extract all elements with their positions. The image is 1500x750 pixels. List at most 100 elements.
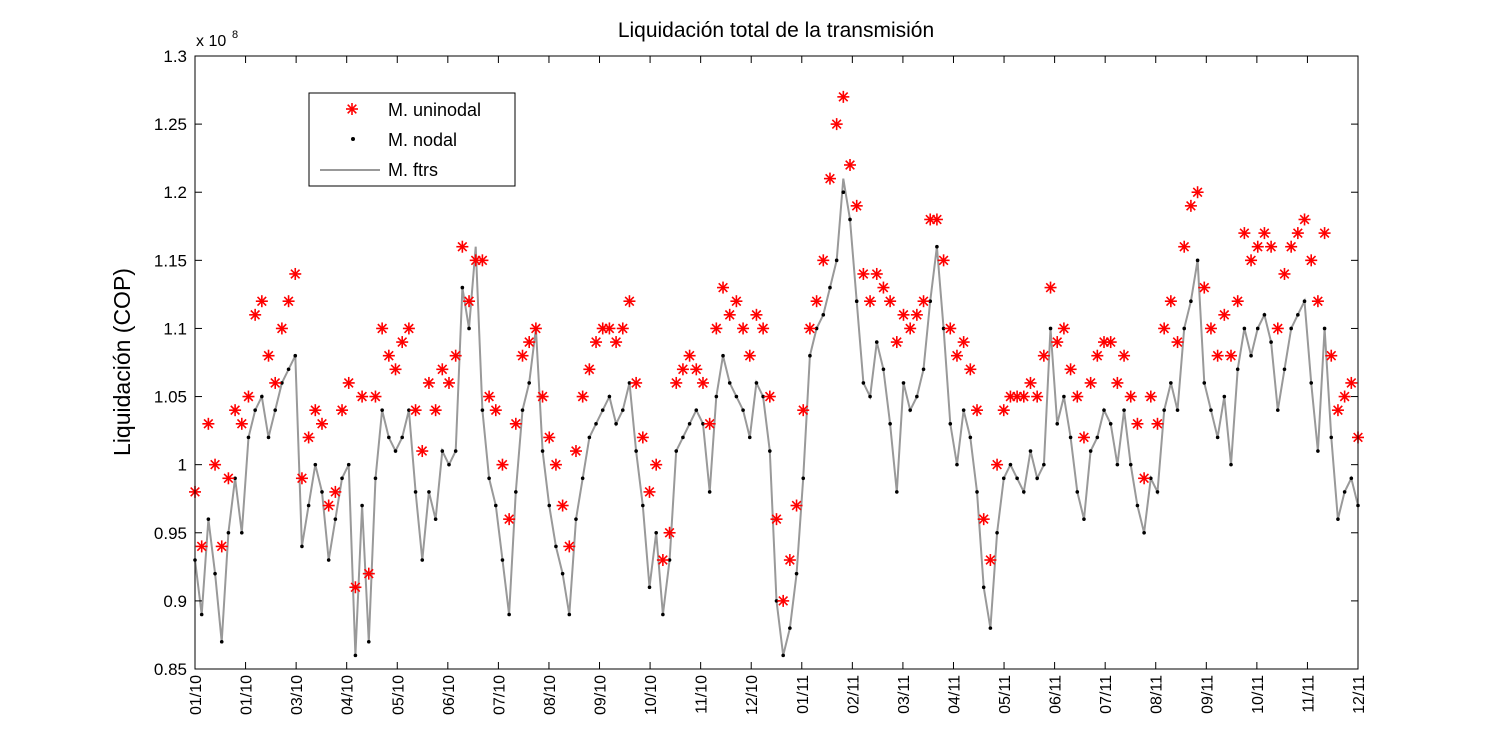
x-tick-label: 04/11 bbox=[946, 675, 963, 714]
point-nodal bbox=[1062, 394, 1066, 399]
point-uninodal bbox=[583, 363, 596, 376]
point-uninodal bbox=[690, 363, 703, 376]
point-nodal bbox=[721, 353, 725, 358]
point-nodal bbox=[1035, 476, 1039, 481]
point-nodal bbox=[881, 367, 886, 372]
point-uninodal bbox=[1204, 322, 1217, 335]
point-uninodal bbox=[336, 404, 349, 417]
point-nodal bbox=[1275, 408, 1280, 412]
x-tick-label: 10/11 bbox=[1250, 675, 1267, 714]
legend: M. uninodal M. nodal M. ftrs bbox=[308, 92, 516, 187]
point-uninodal bbox=[763, 390, 776, 403]
point-uninodal bbox=[1251, 240, 1264, 253]
point-uninodal bbox=[590, 336, 603, 349]
point-uninodal bbox=[676, 363, 689, 376]
point-uninodal bbox=[1071, 390, 1084, 403]
point-nodal bbox=[761, 394, 765, 399]
point-uninodal bbox=[209, 458, 222, 471]
point-nodal bbox=[1015, 476, 1019, 481]
point-nodal bbox=[527, 381, 531, 385]
point-uninodal bbox=[1024, 376, 1037, 389]
point-uninodal bbox=[730, 295, 743, 308]
point-uninodal bbox=[957, 336, 970, 349]
point-nodal bbox=[300, 544, 304, 549]
point-uninodal bbox=[409, 404, 422, 417]
y-tick-label: 1.3 bbox=[163, 47, 187, 66]
point-nodal bbox=[801, 476, 806, 481]
point-nodal bbox=[1255, 326, 1260, 331]
point-uninodal bbox=[737, 322, 750, 335]
point-nodal bbox=[219, 639, 224, 644]
point-nodal bbox=[400, 435, 405, 440]
point-uninodal bbox=[282, 295, 295, 308]
point-uninodal bbox=[483, 390, 496, 403]
point-uninodal bbox=[830, 118, 843, 131]
point-nodal bbox=[1042, 462, 1046, 467]
point-uninodal bbox=[1158, 322, 1171, 335]
point-nodal bbox=[747, 435, 752, 440]
point-nodal bbox=[213, 571, 217, 576]
point-nodal bbox=[1001, 476, 1006, 481]
point-nodal bbox=[407, 408, 411, 412]
point-nodal bbox=[360, 503, 364, 508]
plot-area bbox=[189, 90, 1364, 658]
point-nodal bbox=[854, 299, 859, 304]
point-uninodal bbox=[1305, 254, 1318, 267]
point-uninodal bbox=[362, 567, 375, 580]
point-uninodal bbox=[790, 499, 803, 512]
point-nodal bbox=[768, 449, 772, 453]
x-tick-label: 08/10 bbox=[542, 675, 559, 715]
point-uninodal bbox=[897, 308, 910, 321]
point-nodal bbox=[1082, 517, 1086, 521]
x-tick-label: 11/10 bbox=[694, 675, 711, 714]
point-nodal bbox=[1169, 381, 1173, 385]
point-nodal bbox=[440, 449, 445, 453]
legend-asterisk-icon bbox=[346, 103, 358, 115]
point-nodal bbox=[1282, 367, 1287, 372]
point-nodal bbox=[567, 612, 572, 617]
point-nodal bbox=[754, 381, 759, 385]
point-uninodal bbox=[1198, 281, 1211, 294]
point-nodal bbox=[514, 490, 518, 494]
point-uninodal bbox=[636, 431, 649, 444]
x-tick-label: 09/10 bbox=[593, 675, 610, 715]
point-uninodal bbox=[977, 513, 990, 526]
point-nodal bbox=[654, 530, 658, 535]
point-uninodal bbox=[436, 363, 449, 376]
point-nodal bbox=[393, 449, 398, 453]
point-uninodal bbox=[342, 376, 355, 389]
point-uninodal bbox=[803, 322, 816, 335]
point-uninodal bbox=[710, 322, 723, 335]
point-uninodal bbox=[997, 404, 1010, 417]
point-nodal bbox=[634, 449, 638, 453]
x-tick-label: 06/11 bbox=[1048, 675, 1065, 714]
point-uninodal bbox=[489, 404, 502, 417]
x-tick-label: 10/10 bbox=[643, 675, 660, 715]
point-uninodal bbox=[864, 295, 877, 308]
point-nodal bbox=[1235, 367, 1240, 372]
point-nodal bbox=[460, 285, 465, 290]
point-nodal bbox=[480, 408, 485, 412]
point-nodal bbox=[694, 408, 699, 412]
point-nodal bbox=[320, 490, 324, 494]
point-uninodal bbox=[543, 431, 556, 444]
point-nodal bbox=[1242, 326, 1247, 331]
point-nodal bbox=[507, 612, 511, 617]
point-uninodal bbox=[549, 458, 562, 471]
point-nodal bbox=[1028, 449, 1033, 453]
point-nodal bbox=[1249, 353, 1253, 358]
point-uninodal bbox=[349, 581, 362, 594]
point-uninodal bbox=[910, 308, 923, 321]
point-uninodal bbox=[930, 213, 943, 226]
point-uninodal bbox=[696, 376, 709, 389]
point-nodal bbox=[1296, 313, 1300, 317]
point-nodal bbox=[500, 558, 505, 562]
point-uninodal bbox=[884, 295, 897, 308]
point-uninodal bbox=[1017, 390, 1030, 403]
point-nodal bbox=[447, 462, 451, 467]
point-nodal bbox=[1162, 408, 1166, 412]
point-nodal bbox=[647, 585, 652, 590]
point-nodal bbox=[975, 490, 979, 494]
point-nodal bbox=[921, 367, 926, 372]
point-uninodal bbox=[844, 158, 857, 171]
